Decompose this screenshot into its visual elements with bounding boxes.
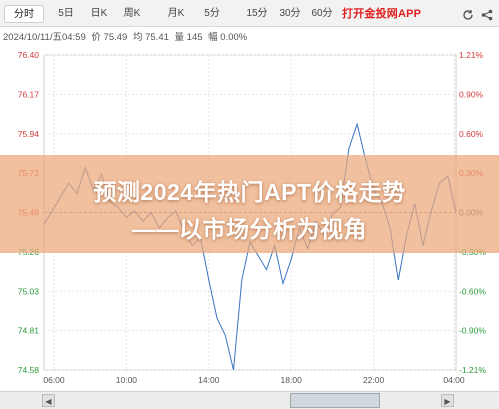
x-tick-label: 22:00	[363, 375, 385, 385]
period-toolbar: 分时 5日 日K 周K 月K 5分 15分 30分 60分 打开金投网APP	[0, 0, 499, 27]
percent-tick-label: 1.21%	[459, 50, 484, 60]
y-tick-label: 75.94	[18, 129, 40, 139]
tab-15min[interactable]: 15分	[246, 8, 268, 19]
brand-app-link[interactable]: 打开金投网APP	[342, 8, 422, 20]
x-tick-label: 18:00	[281, 375, 303, 385]
y-tick-label: 74.58	[18, 365, 40, 375]
percent-tick-label: -1.21%	[459, 365, 486, 375]
x-tick-label: 14:00	[198, 375, 220, 385]
range-navigator[interactable]: ◀ ▶	[0, 391, 499, 409]
scroll-right-icon[interactable]: ▶	[441, 394, 454, 407]
headline-banner: 预测2024年热门APT价格走势 ——以市场分析为视角	[0, 155, 499, 253]
tab-5day[interactable]: 5日	[58, 8, 74, 19]
percent-tick-label: 0.90%	[459, 89, 484, 99]
percent-tick-label: 0.60%	[459, 129, 484, 139]
quote-datetime: 2024/10/11/五04:59	[3, 32, 86, 43]
quote-info-bar: 2024/10/11/五04:59 价 75.49 均 75.41 量 145 …	[3, 29, 250, 43]
tab-60min[interactable]: 60分	[311, 8, 333, 19]
y-tick-label: 75.03	[18, 286, 40, 296]
y-tick-label: 74.81	[18, 326, 40, 336]
tab-30min[interactable]: 30分	[279, 8, 301, 19]
tab-weekly-k[interactable]: 周K	[123, 8, 141, 19]
x-tick-label: 10:00	[116, 375, 138, 385]
range-window-handle[interactable]	[290, 393, 380, 408]
scroll-left-icon[interactable]: ◀	[42, 394, 55, 407]
x-tick-label: 04:00	[443, 375, 465, 385]
y-tick-label: 76.40	[18, 50, 40, 60]
tab-intraday[interactable]: 分时	[4, 5, 44, 23]
refresh-icon[interactable]	[462, 8, 474, 20]
banner-title-line2: ——以市场分析为视角	[132, 216, 367, 242]
share-icon[interactable]	[481, 8, 493, 21]
percent-tick-label: -0.60%	[459, 286, 486, 296]
y-tick-label: 76.17	[18, 89, 40, 99]
quote-volume: 量 145	[174, 32, 203, 43]
tab-monthly-k[interactable]: 月K	[167, 8, 185, 19]
percent-tick-label: -0.90%	[459, 326, 486, 336]
tab-daily-k[interactable]: 日K	[90, 8, 108, 19]
tab-5min[interactable]: 5分	[204, 8, 220, 19]
quote-price: 价 75.49	[91, 32, 128, 43]
x-tick-label: 06:00	[43, 375, 65, 385]
quote-average: 均 75.41	[132, 32, 169, 43]
banner-title-line1: 预测2024年热门APT价格走势	[93, 179, 406, 205]
quote-change: 幅 0.00%	[208, 32, 248, 43]
